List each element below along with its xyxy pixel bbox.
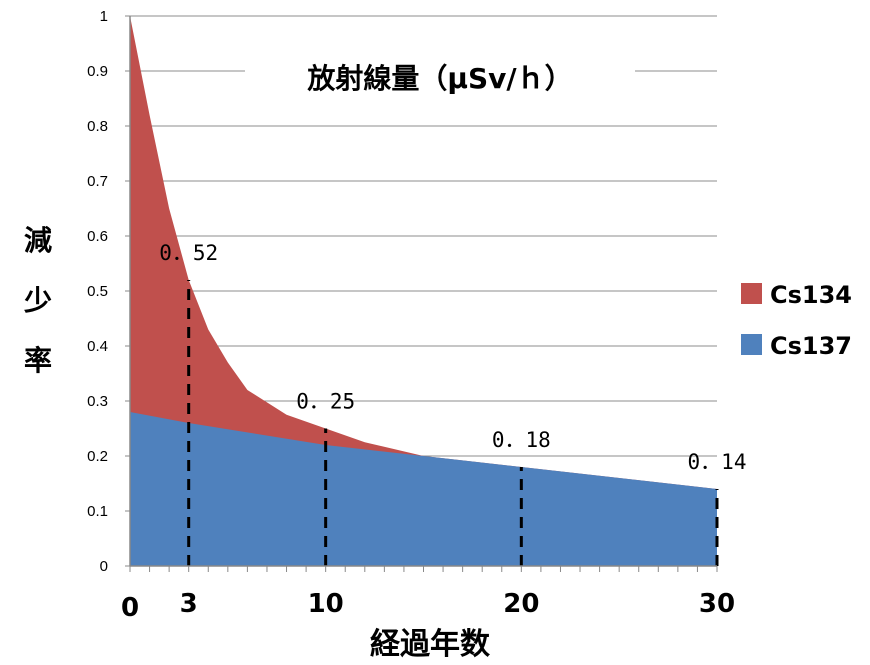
- annotation-x-3: 0．52: [159, 241, 218, 265]
- data-annotations: 0．52 0．25 0．18 0．14: [159, 241, 746, 474]
- x-tick-label-20: 20: [503, 589, 539, 619]
- area-cs134: [130, 16, 717, 566]
- legend-label-cs134: Cs134: [770, 281, 852, 309]
- y-axis-label-char-1: 少: [24, 284, 52, 317]
- y-tick-label-1: 0.1: [87, 503, 108, 520]
- axes: [125, 15, 718, 572]
- y-tick-label-7: 0.7: [87, 173, 108, 190]
- annotation-x-20: 0．18: [492, 428, 551, 452]
- legend-label-cs137: Cs137: [770, 332, 852, 360]
- legend-swatch-cs137: [741, 334, 762, 355]
- y-tick-label-4: 0.4: [87, 338, 108, 355]
- y-axis-label-char-0: 減: [24, 224, 52, 257]
- y-tick-label-8: 0.8: [87, 118, 108, 135]
- y-tick-label-5: 0.5: [87, 283, 108, 300]
- x-axis-label: 経過年数: [370, 627, 491, 662]
- area-series: [130, 16, 717, 566]
- y-tick-label-0: 0: [100, 558, 108, 575]
- y-axis-label-char-2: 率: [24, 344, 52, 377]
- x-tick-labels: 0 3 10 20 30: [121, 589, 735, 623]
- x-tick-label-10: 10: [308, 589, 344, 619]
- legend: Cs134 Cs137: [741, 281, 852, 360]
- y-tick-label-2: 0.2: [87, 448, 108, 465]
- area-cs137: [130, 412, 717, 566]
- annotation-x-10: 0．25: [296, 390, 355, 414]
- y-axis-label: 減少率: [24, 224, 52, 377]
- title-background: [245, 56, 635, 100]
- y-tick-label-10: 1: [100, 8, 108, 25]
- chart-title: 放射線量（μSv/ｈ）: [306, 62, 572, 95]
- y-tick-label-9: 0.9: [87, 63, 108, 80]
- y-tick-labels: 0 0.1 0.2 0.3 0.4 0.5 0.6 0.7 0.8 0.9 1: [87, 8, 108, 575]
- x-tick-label-3: 3: [180, 589, 198, 619]
- legend-swatch-cs134: [741, 283, 762, 304]
- reference-lines: [187, 280, 719, 566]
- y-tick-label-6: 0.6: [87, 228, 108, 245]
- y-tick-label-3: 0.3: [87, 393, 108, 410]
- x-tick-label-0: 0: [121, 593, 139, 623]
- x-tick-label-30: 30: [699, 589, 735, 619]
- annotation-x-30: 0．14: [688, 450, 747, 474]
